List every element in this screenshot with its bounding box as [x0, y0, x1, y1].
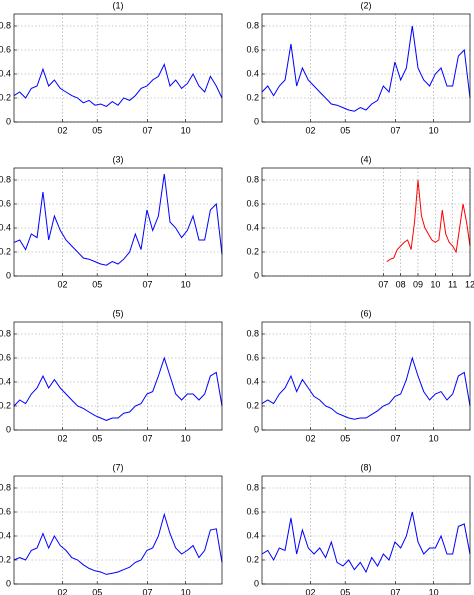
y-tick-label: 0.8	[0, 174, 11, 184]
x-tick-label: 05	[92, 587, 102, 595]
panel-title: (2)	[361, 0, 372, 10]
axes-frame	[261, 321, 471, 431]
x-tick-label: 10	[181, 587, 191, 595]
y-tick-label: 0.8	[0, 328, 11, 338]
panel-title: (1)	[113, 0, 124, 10]
panel-title: (5)	[113, 308, 124, 318]
axes-frame	[13, 475, 223, 585]
y-tick-label: 0	[6, 578, 11, 588]
x-tick-label: 10	[429, 587, 439, 595]
x-tick-label: 05	[92, 433, 102, 443]
y-tick-label: 0.2	[246, 246, 259, 256]
x-tick-label: 12	[465, 279, 474, 289]
x-tick-label: 09	[413, 279, 423, 289]
x-tick-label: 08	[396, 279, 406, 289]
y-tick-label: 0.6	[0, 352, 11, 362]
y-tick-label: 0.4	[0, 376, 11, 386]
x-tick-label: 10	[181, 433, 191, 443]
y-tick-label: 0.6	[0, 506, 11, 516]
y-tick-label: 0.2	[0, 554, 11, 564]
x-tick-label: 02	[306, 587, 316, 595]
y-tick-label: 0	[6, 424, 11, 434]
y-tick-label: 0.4	[0, 222, 11, 232]
y-tick-label: 0.4	[246, 530, 259, 540]
x-tick-label: 02	[58, 587, 68, 595]
y-tick-label: 0.6	[246, 198, 259, 208]
x-tick-label: 05	[340, 433, 350, 443]
y-tick-label: 0.2	[246, 92, 259, 102]
y-tick-label: 0	[254, 424, 259, 434]
data-line	[261, 356, 471, 420]
x-tick-label: 11	[448, 279, 457, 289]
axes-frame	[13, 167, 223, 277]
y-tick-label: 0.8	[246, 328, 259, 338]
data-line	[261, 25, 471, 112]
data-line	[13, 62, 223, 107]
x-tick-label: 07	[142, 279, 152, 289]
x-tick-label: 02	[58, 433, 68, 443]
y-tick-label: 0.8	[0, 20, 11, 30]
data-line	[13, 173, 223, 266]
y-tick-label: 0.4	[0, 68, 11, 78]
y-tick-label: 0.6	[0, 198, 11, 208]
y-tick-label: 0.8	[246, 20, 259, 30]
x-tick-label: 07	[378, 279, 388, 289]
y-tick-label: 0	[254, 270, 259, 280]
axes-frame	[261, 475, 471, 585]
data-line	[261, 511, 471, 574]
y-tick-label: 0.8	[246, 482, 259, 492]
y-tick-label: 0.6	[246, 506, 259, 516]
y-tick-label: 0.4	[246, 222, 259, 232]
x-tick-label: 05	[92, 279, 102, 289]
x-tick-label: 05	[340, 125, 350, 135]
y-tick-label: 0.6	[246, 352, 259, 362]
y-tick-label: 0.2	[0, 400, 11, 410]
axes-frame	[13, 13, 223, 123]
y-tick-label: 0.2	[246, 400, 259, 410]
x-tick-label: 07	[390, 125, 400, 135]
panel-title: (6)	[361, 308, 372, 318]
x-tick-label: 02	[58, 279, 68, 289]
y-tick-label: 0.6	[246, 44, 259, 54]
y-tick-label: 0.4	[246, 68, 259, 78]
data-line	[13, 512, 223, 575]
panel-title: (8)	[361, 462, 372, 472]
x-tick-label: 07	[142, 433, 152, 443]
panel-title: (7)	[113, 462, 124, 472]
y-tick-label: 0.2	[0, 246, 11, 256]
x-tick-label: 07	[390, 587, 400, 595]
panel-title: (4)	[361, 154, 372, 164]
x-tick-label: 02	[306, 125, 316, 135]
axes-frame	[261, 13, 471, 123]
y-tick-label: 0.8	[0, 482, 11, 492]
x-tick-label: 10	[181, 125, 191, 135]
axes-frame	[13, 321, 223, 431]
y-tick-label: 0	[6, 270, 11, 280]
x-tick-label: 07	[390, 433, 400, 443]
y-tick-label: 0	[254, 578, 259, 588]
panel-title: (3)	[113, 154, 124, 164]
y-tick-label: 0.4	[246, 376, 259, 386]
data-line	[13, 356, 223, 421]
x-tick-label: 02	[58, 125, 68, 135]
y-tick-label: 0.2	[246, 554, 259, 564]
y-tick-label: 0.4	[0, 530, 11, 540]
x-tick-label: 07	[142, 125, 152, 135]
x-tick-label: 05	[92, 125, 102, 135]
y-tick-label: 0.8	[246, 174, 259, 184]
x-tick-label: 05	[340, 587, 350, 595]
x-tick-label: 10	[430, 279, 440, 289]
y-tick-label: 0	[6, 116, 11, 126]
y-tick-label: 0.6	[0, 44, 11, 54]
x-tick-label: 07	[142, 587, 152, 595]
data-line	[386, 179, 471, 263]
x-tick-label: 02	[306, 433, 316, 443]
x-tick-label: 10	[429, 125, 439, 135]
x-tick-label: 10	[429, 433, 439, 443]
y-tick-label: 0.2	[0, 92, 11, 102]
y-tick-label: 0	[254, 116, 259, 126]
x-tick-label: 10	[181, 279, 191, 289]
axes-frame	[261, 167, 471, 277]
